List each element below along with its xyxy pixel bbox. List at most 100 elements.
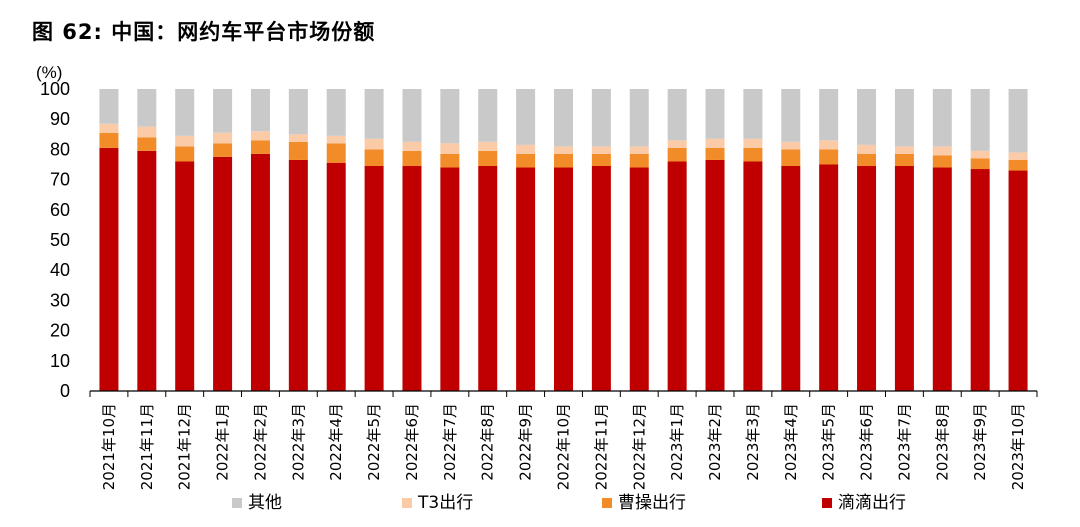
bar-segment — [554, 89, 573, 147]
bar-segment — [288, 89, 308, 135]
bar-segment — [629, 153, 649, 168]
bar-segment — [1008, 89, 1028, 153]
bar-segment — [554, 153, 573, 168]
x-tick-label: 2022年11月 — [592, 403, 610, 490]
y-axis-unit: (%) — [36, 63, 62, 82]
bar-segment — [857, 144, 877, 154]
bar-segment — [402, 166, 422, 391]
x-tick-label: 2022年1月 — [214, 403, 232, 481]
bar-segment — [667, 140, 687, 148]
bar-segment — [288, 159, 308, 391]
bar-segment — [1008, 152, 1028, 160]
bar-segment — [591, 166, 611, 391]
bar-segment — [364, 149, 384, 167]
bar-segment — [894, 89, 914, 147]
bar-segment — [591, 146, 611, 154]
bar-segment — [781, 166, 801, 391]
bar-segment — [137, 89, 157, 127]
bar-segment — [99, 147, 119, 391]
bar-segment — [250, 89, 270, 132]
bar-segment — [326, 135, 346, 144]
bar-segment — [819, 140, 839, 150]
bar-segment — [250, 140, 270, 154]
bar-segment — [516, 153, 536, 168]
bar-segment — [326, 162, 346, 391]
bar-segment — [932, 146, 952, 156]
bar-segment — [554, 167, 573, 391]
x-tick-label: 2023年9月 — [971, 403, 989, 481]
bar-segment — [667, 161, 687, 391]
bar-segment — [970, 158, 990, 170]
bar-segment — [440, 143, 460, 154]
bar-segment — [743, 89, 763, 139]
bar-segment — [516, 89, 536, 145]
y-tick-label: 20 — [50, 321, 70, 341]
chart-title: 图 62: 中国：网约车平台市场份额 — [32, 20, 376, 44]
bar-segment — [970, 169, 990, 391]
bar-segment — [478, 166, 498, 391]
x-tick-label: 2023年10月 — [1009, 403, 1027, 490]
y-tick-label: 80 — [50, 139, 70, 159]
bar-segment — [326, 89, 346, 136]
bar-segment — [857, 153, 877, 167]
bar-segment — [478, 141, 498, 151]
bar-segment — [402, 141, 422, 151]
bar-segment — [440, 167, 460, 391]
x-tick-label: 2022年6月 — [403, 403, 421, 481]
bar-segment — [213, 143, 233, 157]
bar-segment — [591, 153, 611, 167]
x-tick-label: 2022年10月 — [555, 403, 573, 490]
bar-segment — [1008, 170, 1028, 391]
bar-segment — [591, 89, 611, 147]
bar-segment — [894, 166, 914, 391]
x-tick-label: 2022年4月 — [327, 403, 345, 481]
x-tick-label: 2021年11月 — [138, 403, 156, 490]
bar-segment — [705, 147, 725, 160]
y-tick-label: 90 — [50, 109, 70, 129]
x-tick-label: 2022年2月 — [251, 403, 269, 481]
x-tick-label: 2021年12月 — [176, 403, 194, 490]
bars — [99, 89, 1028, 391]
legend: 其他 T3出行 曹操出行 滴滴出行 — [232, 493, 906, 513]
bar-segment — [440, 153, 460, 168]
legend-label: 曹操出行 — [618, 493, 686, 513]
bar-segment — [857, 89, 877, 145]
x-axis-labels: 2021年10月 2021年11月 2021年12月 2022年1月 2022年2月 20… — [100, 403, 1027, 490]
bar-segment — [894, 153, 914, 167]
x-tick-label: 2023年3月 — [744, 403, 762, 481]
bar-segment — [364, 138, 384, 150]
bar-segment — [857, 166, 877, 391]
bar-segment — [554, 146, 573, 154]
x-tick-label: 2023年8月 — [933, 403, 951, 481]
y-tick-label: 50 — [50, 230, 70, 250]
bar-segment — [402, 150, 422, 167]
bar-segment — [250, 131, 270, 141]
x-tick-label: 2022年8月 — [479, 403, 497, 481]
bar-segment — [1008, 159, 1028, 171]
x-tick-label: 2023年1月 — [668, 403, 686, 481]
bar-segment — [478, 150, 498, 167]
x-tick-label: 2021年10月 — [100, 403, 118, 490]
bar-segment — [629, 89, 649, 147]
bar-segment — [364, 166, 384, 391]
bar-segment — [99, 89, 119, 124]
x-tick-label: 2023年4月 — [782, 403, 800, 481]
y-tick-label: 60 — [50, 200, 70, 220]
bar-segment — [667, 147, 687, 162]
bar-segment — [175, 89, 195, 136]
bar-segment — [629, 146, 649, 154]
bar-segment — [819, 89, 839, 141]
x-axis-ticks — [89, 391, 1038, 397]
y-tick-label: 70 — [50, 170, 70, 190]
bar-segment — [440, 89, 460, 144]
bar-segment — [99, 132, 119, 148]
bar-segment — [137, 150, 157, 391]
y-tick-label: 30 — [50, 290, 70, 310]
bar-segment — [516, 167, 536, 391]
bar-segment — [743, 161, 763, 391]
bar-segment — [667, 89, 687, 141]
bar-segment — [213, 156, 233, 391]
legend-swatch — [602, 498, 612, 508]
bar-segment — [932, 89, 952, 147]
legend-label: T3出行 — [417, 493, 473, 513]
